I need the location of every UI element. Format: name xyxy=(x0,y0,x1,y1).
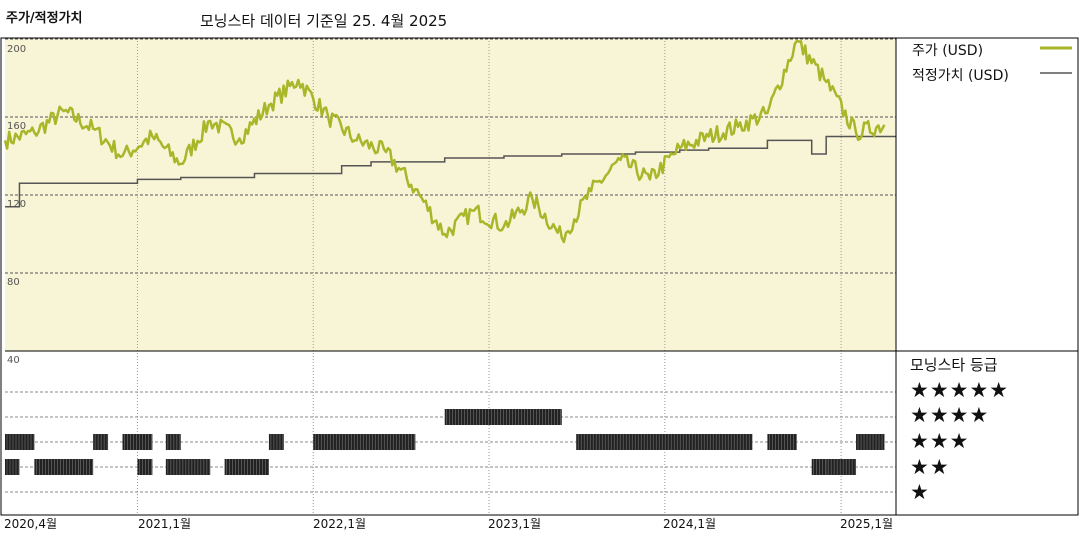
x-tick-label: 2024,1월 xyxy=(663,517,717,531)
fair-value-line xyxy=(5,135,896,208)
rating-title: 모닝스타 등급 xyxy=(910,356,998,374)
y-tick-label: 80 xyxy=(7,277,20,288)
y-tick-label: 200 xyxy=(7,44,27,55)
legend-price-label: 주가 (USD) xyxy=(912,43,984,59)
rating-bar-2-stars xyxy=(826,459,857,475)
rating-3-stars: ★★★ xyxy=(910,429,970,453)
rating-1-star: ★ xyxy=(910,480,930,504)
rating-bars xyxy=(5,409,885,475)
x-tick-label: 2022,1월 xyxy=(313,517,367,531)
legend-fair-value-label: 적정가치 (USD) xyxy=(912,68,1009,84)
outer-frame xyxy=(0,37,1079,516)
rating-bar-3-stars xyxy=(122,434,153,450)
x-tick-label: 2021,1월 xyxy=(138,517,192,531)
rating-2-stars: ★★ xyxy=(910,455,950,479)
chart-frame xyxy=(0,37,1079,516)
rating-bar-3-stars xyxy=(5,434,35,450)
data-date-subtitle: 모닝스타 데이터 기준일 25. 4월 2025 xyxy=(200,12,448,30)
rating-bar-3-stars xyxy=(767,434,797,450)
rating-bar-2-stars xyxy=(165,459,211,475)
y-tick-label: 120 xyxy=(7,199,27,210)
rating-bar-3-stars xyxy=(576,434,753,450)
rating-bar-2-stars xyxy=(224,459,269,475)
x-tick-label: 2025,1월 xyxy=(840,517,894,531)
price-line xyxy=(3,39,886,244)
chart-title: 주가/적정가치 xyxy=(6,11,83,26)
y-tick-label: 160 xyxy=(7,121,27,132)
rating-5-stars: ★★★★★ xyxy=(910,378,1010,402)
x-tick-label: 2023,1월 xyxy=(488,517,542,531)
x-tick-label: 2020,4월 xyxy=(4,517,58,531)
rating-bar-2-stars xyxy=(34,459,79,475)
y-tick-label: 40 xyxy=(7,355,20,366)
rating-bar-3-stars xyxy=(313,434,416,450)
rating-bar-4-stars xyxy=(444,409,562,425)
rating-4-stars: ★★★★ xyxy=(910,403,990,427)
grid-lines xyxy=(5,38,896,515)
